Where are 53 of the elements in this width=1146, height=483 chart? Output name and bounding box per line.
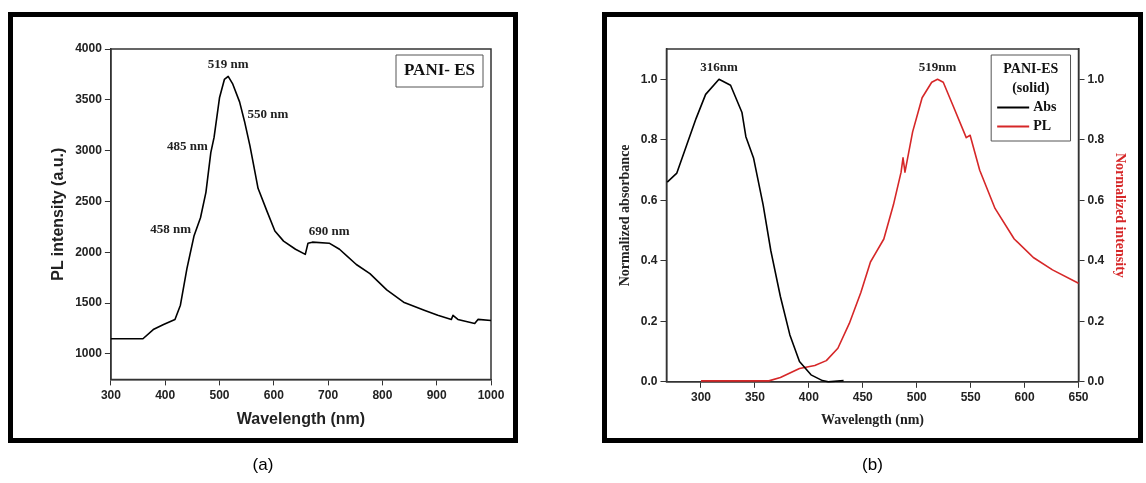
- x-tick-label: 550: [960, 390, 981, 405]
- y2-tick-label: 0.0: [1087, 374, 1105, 389]
- x-tick-label: 300: [690, 390, 712, 405]
- y-tick-label: 1500: [75, 295, 103, 310]
- y2-axis-title: Normalized intensity: [1112, 152, 1128, 278]
- x-tick-label: 700: [318, 387, 339, 402]
- y-axis-title: PL intensity (a.u.): [49, 147, 67, 281]
- y-tick-label: 0.0: [640, 374, 658, 389]
- text: (a): [251, 455, 275, 475]
- y-tick-label: 0.6: [640, 192, 658, 207]
- x-tick-label: 800: [372, 387, 393, 402]
- y-tick-label: 2000: [75, 244, 103, 259]
- y-tick-label: 0.4: [640, 253, 658, 268]
- y2-tick-label: 0.4: [1087, 253, 1105, 268]
- x-tick-label: 650: [1068, 390, 1089, 405]
- x-tick-label: 300: [100, 387, 122, 402]
- legend-label: Abs: [1033, 99, 1058, 115]
- legend-title: PANI- ES: [404, 60, 475, 80]
- x-tick-label: 350: [744, 390, 766, 405]
- annotation: 519 nm: [207, 56, 249, 72]
- y-tick-label: 0.8: [640, 132, 658, 147]
- y2-tick-label: 0.8: [1087, 132, 1105, 147]
- x-tick-label: 400: [155, 387, 176, 402]
- x-tick-label: 500: [906, 390, 928, 405]
- y-tick-label: 0.2: [640, 313, 658, 328]
- y2-tick-label: 0.2: [1087, 313, 1105, 328]
- x-tick-label: 900: [426, 387, 448, 402]
- text: (b): [861, 455, 884, 475]
- annotation: 690 nm: [308, 223, 350, 239]
- annotation: 316nm: [700, 59, 738, 75]
- y-tick-label: 1000: [75, 346, 103, 361]
- y2-tick-label: 1.0: [1087, 71, 1105, 86]
- y-tick-label: 3000: [75, 142, 103, 157]
- y-tick-label: 4000: [75, 41, 103, 56]
- annotation: 458 nm: [150, 220, 192, 236]
- x-tick-label: 500: [209, 387, 230, 402]
- legend-label: PL: [1033, 118, 1052, 134]
- x-axis-title: Wavelength (nm): [820, 412, 925, 429]
- x-axis-title: Wavelength (nm): [236, 409, 366, 427]
- x-tick-label: 400: [798, 390, 820, 405]
- x-tick-label: 1000: [477, 387, 505, 402]
- y-tick-label: 1.0: [640, 71, 658, 86]
- legend-title: PANI-ES (solid): [1003, 61, 1059, 97]
- y-axis-title: Normalized absorbance: [617, 144, 633, 287]
- annotation: 550 nm: [247, 106, 289, 122]
- annotation: 485 nm: [167, 137, 208, 153]
- x-tick-label: 450: [852, 390, 874, 405]
- x-tick-label: 600: [1014, 390, 1035, 405]
- y-tick-label: 3500: [75, 92, 103, 107]
- y2-tick-label: 0.6: [1087, 192, 1105, 207]
- y-tick-label: 2500: [75, 193, 103, 208]
- x-tick-label: 600: [263, 387, 285, 402]
- annotation: 519nm: [918, 59, 957, 75]
